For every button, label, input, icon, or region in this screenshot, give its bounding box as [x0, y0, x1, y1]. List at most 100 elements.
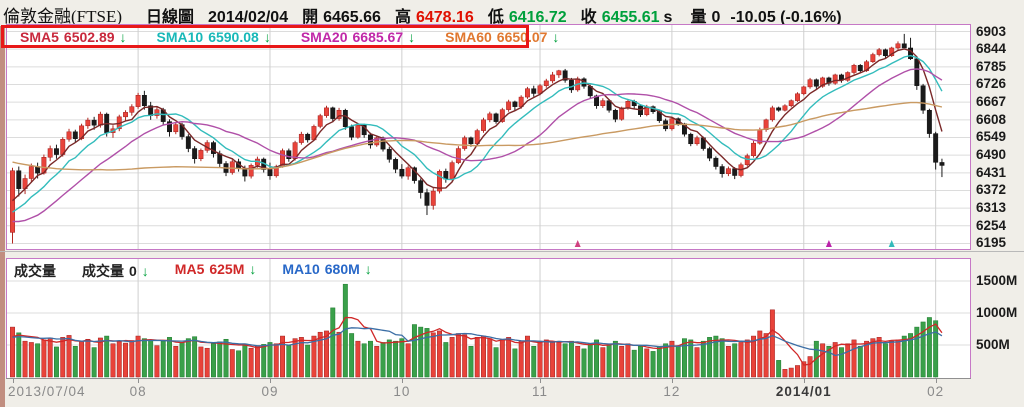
volume-chart[interactable]	[7, 259, 970, 378]
volume-bar	[870, 338, 876, 378]
candle-down	[393, 159, 399, 170]
candle-down	[568, 80, 574, 91]
candle-up	[455, 148, 461, 163]
volume-label: 量	[690, 9, 707, 26]
candle-up	[751, 142, 756, 157]
volume-bar	[550, 342, 556, 378]
candle-up	[487, 113, 493, 121]
volume-bar	[920, 321, 926, 378]
price-axis-label: 6195	[976, 235, 1007, 251]
low-value: 6416.72	[508, 9, 567, 26]
candle-down	[141, 95, 147, 107]
volume-ma5-value: 625M	[209, 261, 245, 277]
sma20-line	[12, 68, 943, 223]
volume-bar	[468, 346, 474, 378]
candle-down	[386, 148, 392, 160]
volume-bar	[525, 335, 530, 378]
time-axis-tick	[671, 378, 673, 383]
candle-up	[229, 161, 235, 173]
candle-up	[173, 124, 179, 133]
volume-bar	[22, 340, 28, 378]
candle-down	[399, 168, 405, 177]
candle-down	[914, 58, 920, 86]
volume-bar	[606, 344, 612, 378]
volume-bar	[154, 345, 160, 378]
candle-up	[744, 155, 750, 165]
price-axis-label: 6254	[976, 217, 1007, 233]
volume-bar	[537, 340, 543, 378]
candle-up	[28, 166, 34, 179]
candle-down	[531, 88, 537, 94]
down-arrow-icon: ↓	[249, 261, 257, 277]
sma60-legend-item: SMA60 6650.07 ↓	[445, 29, 559, 45]
time-axis-label: 10	[393, 384, 411, 399]
volume-bar	[368, 340, 373, 378]
candle-up	[85, 119, 91, 127]
volume-bar	[801, 361, 807, 378]
volume-bar	[349, 333, 355, 378]
volume-panel[interactable]	[6, 258, 971, 379]
candle-down	[72, 131, 78, 139]
instrument-title: 倫敦金融(FTSE)	[3, 7, 122, 26]
volume-bar	[173, 346, 179, 378]
volume-bar	[430, 332, 436, 378]
volume-bar	[562, 343, 568, 378]
down-arrow-icon: ↓	[263, 29, 271, 45]
sma20-legend-item: SMA20 6685.67 ↓	[301, 29, 415, 45]
price-axis-label: 6490	[976, 147, 1007, 163]
candle-up	[66, 131, 72, 140]
time-axis-tick	[540, 378, 542, 383]
sma10-value: 6590.08	[208, 29, 259, 45]
candle-down	[468, 137, 474, 145]
candle-up	[851, 65, 857, 73]
high-label: 高	[394, 9, 411, 26]
candle-down	[688, 133, 694, 145]
candle-up	[430, 190, 436, 206]
sma10-label: SMA10	[156, 29, 204, 45]
volume-bar	[418, 326, 424, 378]
bottom-marker-icon	[888, 240, 895, 247]
candle-up	[625, 101, 631, 109]
sma60-value: 6650.07	[496, 29, 548, 45]
close-label: 收	[580, 9, 597, 26]
candle-up	[820, 77, 826, 87]
candle-down	[776, 107, 782, 111]
time-axis-line	[6, 378, 971, 379]
candle-up	[123, 112, 128, 118]
volume-bar	[324, 330, 329, 378]
candle-up	[324, 107, 329, 116]
volume-bar	[839, 347, 844, 378]
volume-bar	[481, 335, 486, 378]
sma20-label: SMA20	[300, 29, 348, 45]
time-axis-tick	[401, 378, 403, 383]
candle-down	[707, 148, 713, 159]
volume-bar	[556, 340, 562, 378]
chart-header: 倫敦金融(FTSE) 日線圖 2014/02/04 開 6465.66 高 6478.16 低…	[3, 2, 842, 26]
volume-bar	[600, 347, 606, 378]
volume-bar	[895, 339, 901, 378]
volume-bar	[757, 330, 763, 378]
volume-bar	[493, 347, 499, 378]
candle-down	[920, 85, 926, 111]
candlestick-chart[interactable]	[7, 25, 970, 249]
down-arrow-icon: ↓	[364, 261, 372, 277]
candle-down	[908, 47, 913, 59]
panel-separator-line	[0, 251, 1024, 252]
volume-bar	[28, 342, 34, 378]
volume-bar	[543, 339, 549, 378]
volume-bar	[631, 349, 637, 378]
volume-bar	[47, 337, 53, 378]
candle-up	[129, 106, 135, 113]
volume-bar	[104, 335, 110, 378]
volume-bar	[474, 337, 480, 378]
sma5-value: 6502.89	[63, 29, 115, 45]
volume-value: 0	[711, 9, 721, 26]
candle-down	[418, 180, 424, 193]
price-chart-panel[interactable]	[6, 24, 971, 250]
candle-down	[267, 169, 273, 177]
candle-up	[556, 70, 562, 76]
candle-up	[437, 171, 442, 192]
volume-bar	[85, 338, 91, 378]
volume-bar	[41, 339, 47, 378]
